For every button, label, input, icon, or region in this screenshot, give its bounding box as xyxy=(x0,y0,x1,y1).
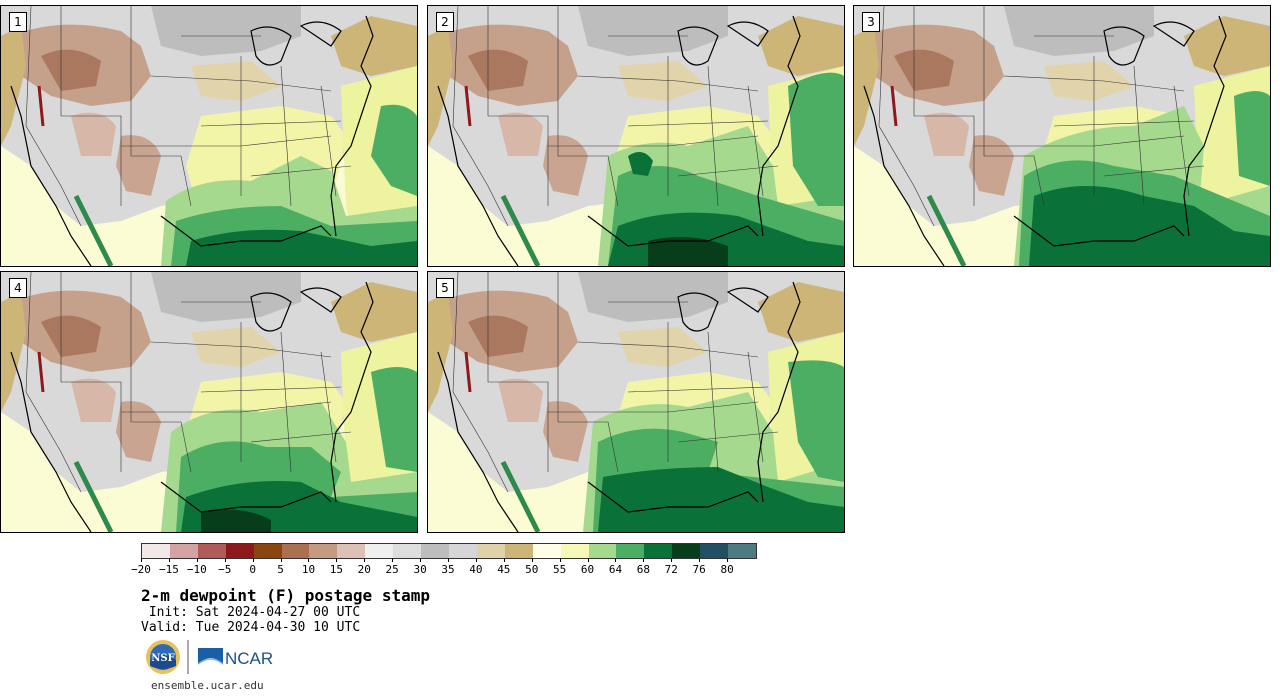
colorbar-tick xyxy=(420,558,422,562)
colorbar-swatch xyxy=(672,544,701,558)
chart-title: 2-m dewpoint (F) postage stamp xyxy=(141,586,430,605)
colorbar-swatch xyxy=(169,544,198,558)
colorbar-swatch xyxy=(476,544,505,558)
colorbar-tick xyxy=(475,558,477,562)
colorbar-tick xyxy=(336,558,338,562)
colorbar-swatch xyxy=(644,544,673,558)
logos: NSF NCAR xyxy=(145,638,275,676)
colorbar-tick-label: 10 xyxy=(301,563,316,576)
colorbar-tick-label: 50 xyxy=(525,563,539,576)
colorbar-tick xyxy=(503,558,505,562)
member-label-3: 3 xyxy=(862,12,880,32)
colorbar-tick xyxy=(699,558,701,562)
postage-stamp-map-5: 5 xyxy=(427,271,845,533)
postage-stamp-map-1: 1 xyxy=(0,5,418,267)
colorbar-tick-label: 64 xyxy=(608,563,623,576)
colorbar-swatch xyxy=(393,544,422,558)
colorbar-swatch xyxy=(588,544,617,558)
colorbar-tick-label: 40 xyxy=(469,563,483,576)
dewpoint-field-map xyxy=(428,6,844,266)
postage-stamp-map-4: 4 xyxy=(0,271,418,533)
colorbar-tick-label: 15 xyxy=(329,563,343,576)
colorbar-tick-label: 0 xyxy=(249,563,256,576)
colorbar-swatch xyxy=(309,544,338,558)
colorbar-swatch xyxy=(448,544,477,558)
colorbar-swatch xyxy=(225,544,254,558)
colorbar-tick xyxy=(587,558,589,562)
colorbar-swatch xyxy=(421,544,449,558)
colorbar-tick-label: −5 xyxy=(218,563,232,576)
colorbar-tick xyxy=(531,558,533,562)
colorbar-tick-label: 25 xyxy=(385,563,399,576)
colorbar-tick-label: −15 xyxy=(158,563,179,576)
colorbar-swatch xyxy=(728,544,756,558)
postage-stamp-map-2: 2 xyxy=(427,5,845,267)
colorbar-swatch xyxy=(337,544,366,558)
colorbar-tick xyxy=(364,558,366,562)
valid-time: Valid: Tue 2024-04-30 10 UTC xyxy=(141,620,361,635)
colorbar-tick-label: 68 xyxy=(636,563,650,576)
dewpoint-field-map xyxy=(428,272,844,532)
colorbar-tick xyxy=(168,558,170,562)
dewpoint-field-map xyxy=(1,6,417,266)
colorbar-tick xyxy=(141,558,142,562)
colorbar-tick-label: 45 xyxy=(497,563,511,576)
colorbar-tick xyxy=(727,558,729,562)
colorbar-tick xyxy=(224,558,226,562)
colorbar-swatch xyxy=(504,544,533,558)
colorbar-swatch xyxy=(616,544,645,558)
colorbar-tick-label: 20 xyxy=(357,563,371,576)
nsf-logo: NSF xyxy=(146,640,180,674)
colorbar-tick xyxy=(559,558,561,562)
colorbar-swatch xyxy=(700,544,729,558)
colorbar-swatch xyxy=(253,544,282,558)
ncar-logo: NCAR xyxy=(197,648,273,668)
colorbar-swatch xyxy=(142,544,170,558)
ncar-logo-text: NCAR xyxy=(225,649,273,668)
colorbar-swatch xyxy=(560,544,589,558)
colorbar-swatch xyxy=(197,544,226,558)
colorbar-tick-label: 5 xyxy=(277,563,284,576)
nsf-logo-text: NSF xyxy=(151,653,174,664)
colorbar-tick xyxy=(392,558,394,562)
colorbar-tick xyxy=(615,558,617,562)
footer-url: ensemble.ucar.edu xyxy=(151,679,264,692)
colorbar-tick xyxy=(196,558,198,562)
colorbar-tick xyxy=(252,558,254,562)
colorbar-tick xyxy=(280,558,282,562)
dewpoint-colorbar xyxy=(141,543,757,559)
dewpoint-field-map xyxy=(1,272,417,532)
colorbar-tick xyxy=(448,558,449,562)
member-label-2: 2 xyxy=(436,12,454,32)
colorbar-tick xyxy=(308,558,310,562)
colorbar-tick xyxy=(643,558,645,562)
colorbar-tick-label: 55 xyxy=(553,563,567,576)
colorbar-tick-label: 76 xyxy=(692,563,706,576)
colorbar-tick-label: −10 xyxy=(186,563,207,576)
colorbar-tick-label: −20 xyxy=(131,563,151,576)
colorbar-tick-label: 35 xyxy=(441,563,455,576)
colorbar-tick xyxy=(671,558,673,562)
colorbar-tick-label: 30 xyxy=(413,563,427,576)
member-label-1: 1 xyxy=(9,12,27,32)
postage-stamp-map-3: 3 xyxy=(853,5,1271,267)
member-label-4: 4 xyxy=(9,278,27,298)
colorbar-swatch xyxy=(281,544,310,558)
init-time: Init: Sat 2024-04-27 00 UTC xyxy=(141,605,361,620)
colorbar-swatch xyxy=(532,544,561,558)
colorbar-swatch xyxy=(365,544,394,558)
member-label-5: 5 xyxy=(436,278,454,298)
colorbar-tick-label: 72 xyxy=(664,563,678,576)
colorbar-tick-label: 80 xyxy=(720,563,734,576)
dewpoint-field-map xyxy=(854,6,1270,266)
colorbar-tick-label: 60 xyxy=(580,563,595,576)
